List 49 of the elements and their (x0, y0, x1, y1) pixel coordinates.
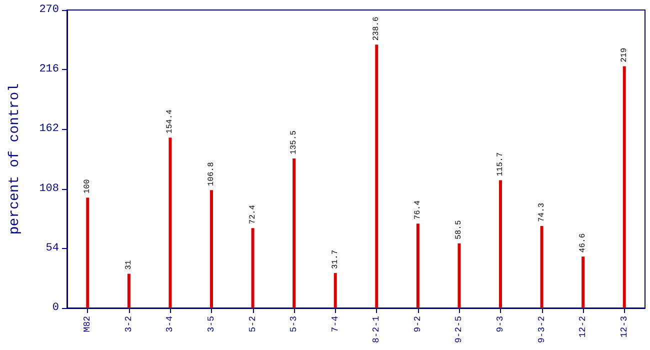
data-label: 219 (620, 48, 629, 62)
bar (622, 66, 626, 308)
data-label: 238.6 (372, 16, 382, 41)
data-label: 135.5 (290, 130, 299, 154)
bar (375, 44, 378, 308)
x-tick-label: M82 (82, 316, 93, 332)
bar (251, 228, 254, 308)
bar (458, 243, 461, 308)
x-tick-label: 9-2 (412, 316, 423, 332)
bar (127, 274, 130, 308)
x-tick-label: 12-2 (578, 316, 588, 338)
x-tick-label: 8-2-1 (372, 316, 382, 344)
bar (540, 226, 544, 308)
x-tick-label: 12-3 (619, 316, 630, 338)
data-label: 46.6 (578, 233, 588, 253)
y-tick-label: 216 (39, 64, 59, 76)
bar (582, 256, 585, 308)
y-tick-label: 0 (52, 302, 59, 314)
data-label: 115.7 (496, 152, 505, 176)
y-tick-label: 108 (39, 182, 59, 195)
x-tick-label: 3-4 (165, 316, 176, 332)
data-label: 72.4 (248, 204, 258, 224)
y-tick-label: 162 (39, 123, 59, 136)
x-tick-label: 5-3 (289, 316, 300, 332)
data-label: 31.7 (330, 250, 340, 270)
data-label: 106.8 (207, 162, 216, 186)
y-tick-label: 54 (46, 242, 60, 254)
data-label: 154.4 (166, 109, 175, 134)
data-label: 76.4 (413, 200, 422, 220)
data-label: 58.5 (454, 220, 464, 240)
bar (168, 138, 172, 308)
x-tick-label: 9-3 (496, 316, 506, 332)
bar (86, 198, 90, 308)
data-label: 74.3 (537, 202, 546, 222)
bar (416, 224, 420, 308)
data-label: 31 (124, 260, 134, 270)
data-label: 100 (83, 179, 92, 194)
x-tick-label: 3-5 (206, 316, 216, 332)
bar (499, 180, 502, 308)
x-tick-label: 9-3-2 (536, 316, 547, 344)
x-tick-label: 3-2 (124, 316, 134, 332)
y-tick-label: 270 (39, 4, 59, 16)
bar (292, 158, 296, 308)
x-tick-label: 7-4 (330, 316, 340, 332)
x-tick-label: 9-2-5 (454, 316, 464, 344)
x-tick-label: 5-2 (248, 316, 258, 332)
bar (210, 190, 213, 308)
y-axis-title: percent of control (7, 83, 23, 235)
bar (334, 273, 337, 308)
